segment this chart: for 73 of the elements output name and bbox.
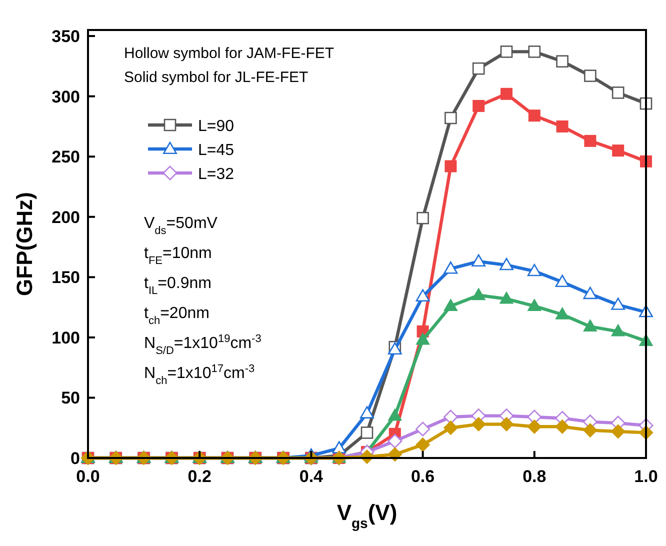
- point: [528, 46, 541, 58]
- point: [444, 112, 457, 124]
- point: [612, 86, 624, 99]
- y-tick-label: 300: [52, 87, 80, 106]
- annotation: t$_{ch}$=20nm: [144, 305, 210, 327]
- annotation: V$_{ds}$=50mV: [144, 215, 218, 237]
- point: [444, 420, 458, 435]
- annotation: t$_{IL}$=0.9nm: [144, 275, 212, 297]
- y-tick-label: 100: [52, 328, 80, 348]
- point: [472, 288, 486, 300]
- y-tick-label: 0: [70, 449, 80, 468]
- point: [583, 319, 598, 332]
- point: [472, 254, 486, 267]
- point: [332, 441, 346, 454]
- x-tick-label: 0.8: [522, 467, 546, 486]
- point: [528, 110, 540, 122]
- y-tick-label: 350: [52, 27, 80, 46]
- point: [416, 438, 430, 452]
- point: [499, 417, 514, 432]
- point: [444, 261, 458, 274]
- point: [500, 292, 514, 304]
- point: [472, 417, 486, 432]
- point: [388, 408, 402, 421]
- point: [583, 286, 598, 300]
- point: [556, 120, 568, 132]
- point: [444, 160, 457, 172]
- y-tick-label: 250: [52, 148, 80, 167]
- annotation: Hollow symbol for JAM-FE-FET: [124, 45, 334, 62]
- point: [416, 212, 429, 224]
- y-axis-title: GFP(GHz): [12, 192, 37, 296]
- point: [472, 100, 485, 112]
- point: [360, 426, 374, 439]
- x-tick-label: 1.0: [634, 467, 658, 486]
- point: [555, 307, 570, 320]
- point: [360, 406, 374, 418]
- x-tick-label: 0.6: [410, 467, 435, 486]
- point: [416, 289, 430, 302]
- point: [528, 298, 542, 311]
- x-tick-label: 0.4: [299, 467, 324, 486]
- annotation: N$_{ch}$=1x10$^{17}$cm$^{-3}$: [144, 363, 255, 387]
- y-tick-label: 50: [61, 388, 80, 408]
- point: [443, 410, 458, 424]
- annotation: N$_{S/D}$=1x10$^{19}$cm$^{-3}$: [144, 333, 262, 357]
- legend-label: L=90: [198, 118, 234, 135]
- point: [527, 264, 542, 276]
- point: [584, 134, 596, 147]
- point: [500, 258, 514, 270]
- point: [555, 274, 570, 288]
- point: [500, 88, 512, 100]
- legend-label: L=45: [198, 142, 234, 159]
- point: [611, 324, 625, 336]
- point: [444, 298, 458, 311]
- point: [416, 422, 430, 436]
- x-tick-label: 0.2: [188, 467, 212, 486]
- y-tick-label: 200: [52, 208, 80, 227]
- annotation: t$_{FE}$=10nm: [144, 245, 212, 267]
- point: [611, 298, 626, 310]
- legend-label: L=32: [198, 166, 234, 183]
- point: [611, 424, 626, 439]
- point: [555, 420, 570, 434]
- y-tick-label: 150: [52, 268, 80, 288]
- point: [472, 62, 485, 75]
- annotation: Solid symbol for JL-FE-FET: [124, 69, 308, 86]
- point: [527, 420, 542, 434]
- point: [556, 55, 568, 68]
- x-axis-title: V$_{gs}$(V): [336, 500, 398, 531]
- point: [584, 70, 596, 82]
- point: [612, 144, 624, 157]
- x-tick-label: 0.0: [76, 467, 100, 486]
- point: [416, 332, 430, 345]
- point: [388, 434, 402, 448]
- point: [583, 423, 598, 438]
- point: [500, 46, 513, 58]
